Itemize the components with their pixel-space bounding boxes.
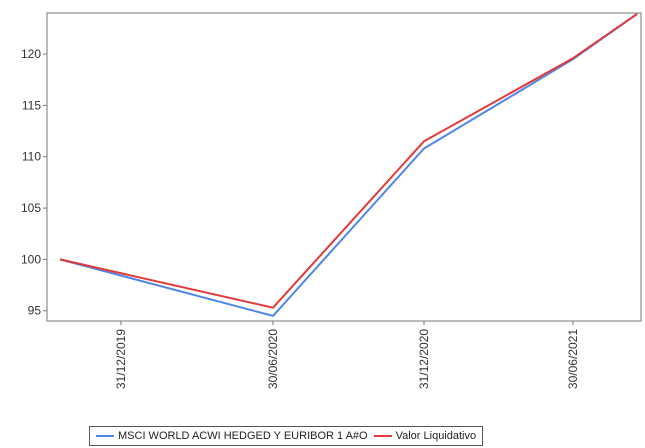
x-tick-label: 31/12/2020	[417, 329, 431, 389]
legend-label-msci: MSCI WORLD ACWI HEDGED Y EURIBOR 1 A#O	[118, 430, 368, 442]
x-tick-label: 31/12/2019	[114, 329, 128, 389]
y-tick-label: 95	[28, 304, 42, 318]
series-line-valor	[59, 13, 638, 309]
plot-area	[46, 12, 642, 322]
x-tick-label: 30/06/2020	[266, 329, 280, 389]
x-axis: 31/12/2019 30/06/2020 31/12/2020 30/06/2021	[114, 321, 580, 389]
y-tick-label: 105	[21, 201, 41, 215]
legend-item-msci: MSCI WORLD ACWI HEDGED Y EURIBOR 1 A#O	[96, 430, 368, 442]
legend-swatch-valor	[373, 435, 392, 437]
y-axis: 95 100 105 110 115 120	[21, 47, 47, 318]
series-group	[59, 13, 638, 317]
y-tick-label: 100	[21, 252, 41, 266]
legend: MSCI WORLD ACWI HEDGED Y EURIBOR 1 A#O V…	[89, 426, 484, 446]
legend-label-valor: Valor Liquidativo	[395, 430, 477, 442]
x-tick-label: 30/06/2021	[566, 329, 580, 389]
y-tick-label: 120	[21, 47, 41, 61]
y-tick-label: 115	[22, 98, 41, 112]
legend-swatch-msci	[96, 435, 114, 437]
legend-item-valor: Valor Liquidativo	[373, 430, 477, 442]
y-tick-label: 110	[22, 150, 41, 164]
